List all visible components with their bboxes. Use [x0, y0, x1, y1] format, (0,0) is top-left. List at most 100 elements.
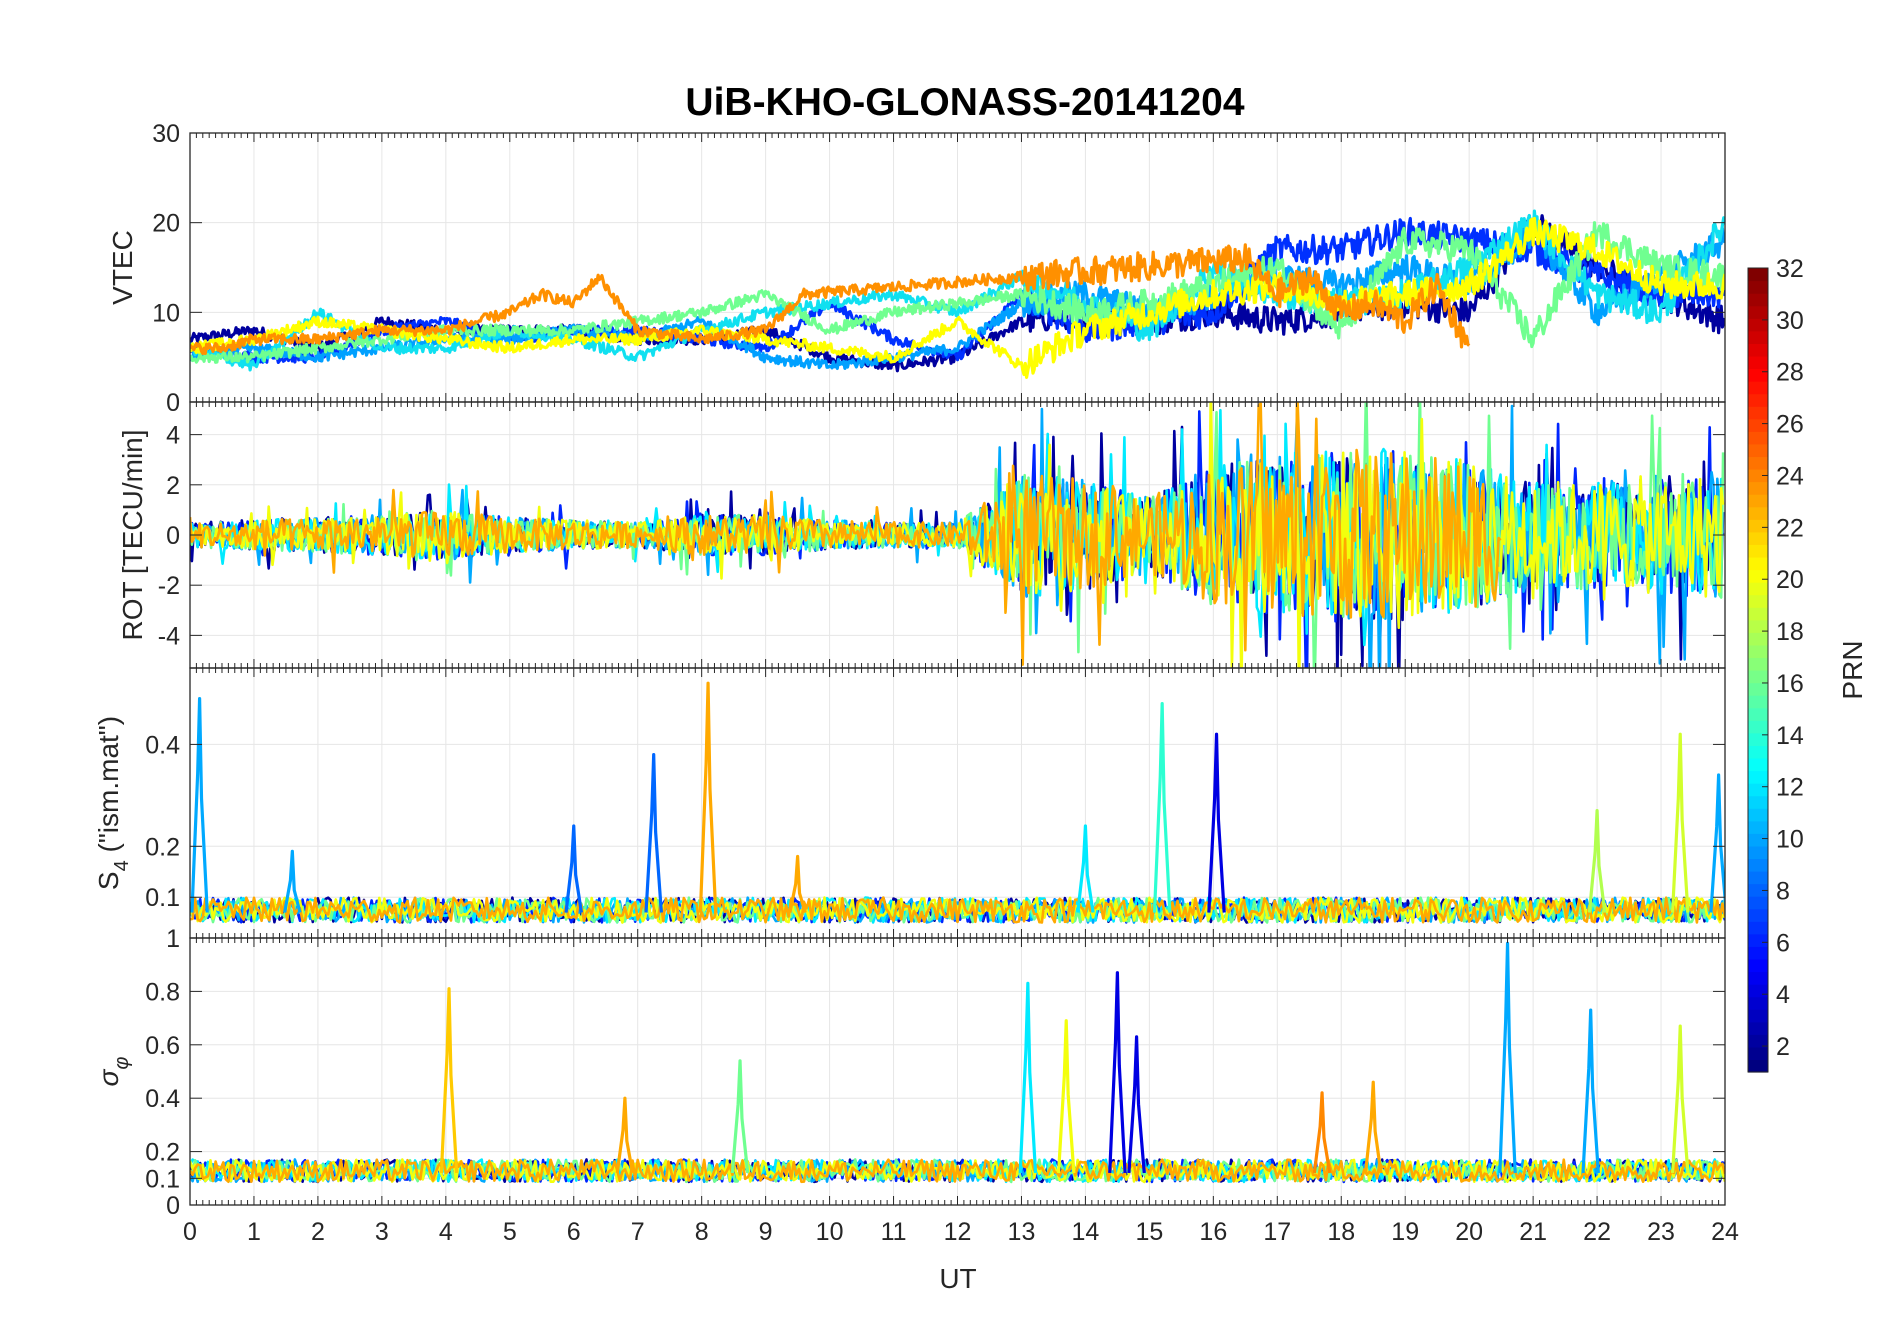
y-tick-label: 0: [166, 522, 180, 550]
x-tick-label: 8: [695, 1218, 709, 1246]
colorbar-swatch: [1748, 305, 1768, 319]
x-tick-label: 14: [1072, 1218, 1100, 1246]
x-tick-label: 20: [1455, 1218, 1483, 1246]
sigma_phi-spike: [615, 1096, 635, 1174]
colorbar-swatch: [1748, 896, 1768, 910]
y-tick-label: 0.6: [145, 1032, 180, 1060]
data-s4: [190, 681, 1725, 924]
colorbar-label: PRN: [1837, 640, 1868, 699]
y-tick-label: 2: [166, 472, 180, 500]
colorbar-swatch: [1748, 883, 1768, 897]
colorbar-swatch: [1748, 682, 1768, 696]
colorbar-swatch: [1748, 732, 1768, 746]
colorbar-tick-label: 32: [1776, 255, 1804, 283]
colorbar-tick-label: 6: [1776, 929, 1790, 957]
ticks-sigma_phi: [189, 937, 1726, 1206]
x-tick-label: 2: [311, 1218, 325, 1246]
x-tick-label: 7: [631, 1218, 645, 1246]
vtec-series-prn-23: [190, 243, 1471, 356]
colorbar-swatch: [1748, 820, 1768, 834]
colorbar-swatch: [1748, 745, 1768, 759]
colorbar-tick-label: 22: [1776, 514, 1804, 542]
colorbar-swatch: [1748, 506, 1768, 520]
colorbar-swatch: [1748, 958, 1768, 973]
x-tick-label: 24: [1711, 1218, 1739, 1246]
y-tick-label: 0.8: [145, 978, 180, 1006]
colorbar-swatch: [1748, 858, 1768, 872]
colorbar-swatch: [1748, 657, 1768, 671]
y-axis-label-rot: ROT [TECU/min]: [117, 429, 148, 640]
sigma_phi-series-prn-23: [190, 1158, 1725, 1184]
colorbar-swatch: [1748, 783, 1768, 797]
colorbar-swatch: [1748, 519, 1768, 533]
colorbar-swatch: [1748, 644, 1768, 659]
sigma_phi-spike: [439, 987, 459, 1174]
colorbar-swatch: [1748, 996, 1768, 1010]
x-tick-label: 12: [944, 1218, 972, 1246]
colorbar-swatch: [1748, 921, 1768, 935]
x-tick-labels: 0 1 2 3 4 5 6 7 8 9 10 11 12 13 14 15 16 17 18 19 20 21 22 23 24: [183, 1218, 1739, 1246]
colorbar-swatch: [1748, 871, 1768, 885]
colorbar-swatch: [1748, 619, 1768, 633]
x-tick-label: 6: [567, 1218, 581, 1246]
x-tick-label: 21: [1519, 1218, 1547, 1246]
colorbar-tick-label: 20: [1776, 566, 1804, 594]
colorbar-tick-label: 30: [1776, 307, 1804, 335]
colorbar-tick-label: 4: [1776, 981, 1790, 1009]
colorbar-swatch: [1748, 544, 1768, 558]
colorbar-swatch: [1748, 268, 1768, 282]
y-tick-label: 20: [152, 210, 180, 238]
x-tick-label: 17: [1263, 1218, 1291, 1246]
colorbar-swatch: [1748, 469, 1768, 483]
y-tick-label: 0.4: [145, 1085, 180, 1113]
y-tick-label: 0.2: [145, 1139, 180, 1167]
x-tick-label: 11: [881, 1218, 907, 1246]
colorbar-frame: [1747, 267, 1769, 1073]
s4-series-prn-20: [190, 896, 1725, 924]
s4-spike: [283, 849, 302, 913]
colorbar-swatch: [1748, 1009, 1768, 1023]
s4-spike: [190, 696, 209, 913]
y-tick-label: 4: [166, 422, 180, 450]
colorbar-swatch: [1748, 330, 1768, 344]
sigma_phi-spike: [1056, 1019, 1076, 1174]
x-tick-label: 23: [1647, 1218, 1675, 1246]
colorbar-tick-label: 16: [1776, 670, 1804, 698]
colorbar-swatch: [1748, 720, 1768, 734]
y-tick-label: -4: [158, 622, 180, 650]
sigma_phi-spike: [1018, 981, 1038, 1174]
colorbar-swatch: [1748, 494, 1768, 508]
panel-s4: 0.1 0.2 0.4 S4 ("ism.mat"): [93, 667, 1726, 939]
colorbar-swatch: [1748, 531, 1768, 545]
colorbar-swatch: [1748, 971, 1768, 985]
colorbar-swatch: [1748, 1059, 1768, 1073]
colorbar-tick-label: 12: [1776, 774, 1804, 802]
y-tick-label: 30: [152, 120, 180, 148]
y-tick-label: 0: [166, 389, 180, 417]
data-rot: [190, 402, 1725, 668]
colorbar-swatch: [1748, 582, 1768, 596]
colorbar-swatch: [1748, 280, 1768, 294]
colorbar-swatch: [1748, 318, 1768, 332]
x-tick-label: 18: [1327, 1218, 1355, 1246]
x-tick-label: 9: [759, 1218, 773, 1246]
sigma_phi-spike: [1312, 1091, 1332, 1174]
colorbar-swatch: [1748, 406, 1768, 420]
sigma_phi-spike: [730, 1059, 750, 1174]
colorbar-swatch: [1748, 343, 1768, 357]
ticks-vtec: [189, 132, 1726, 403]
y-axis-label-vtec: VTEC: [107, 230, 138, 305]
colorbar-swatch: [1748, 594, 1768, 608]
sigma_phi-series-prn-20: [190, 1158, 1725, 1184]
x-tick-label: 22: [1583, 1218, 1611, 1246]
panel-sigma_phi: 00.10.2 0.4 0.6 0.8 1 σφ: [93, 925, 1726, 1220]
s4-series-prn-23: [190, 896, 1725, 924]
x-tick-label: 13: [1008, 1218, 1036, 1246]
s4-spike: [1587, 809, 1607, 913]
y-tick-label: 0.2: [145, 833, 180, 861]
panel-vtec: 0 10 20 30 VTEC: [107, 120, 1726, 417]
sigma_phi-spike: [1108, 971, 1127, 1174]
s4-spike: [788, 854, 807, 913]
